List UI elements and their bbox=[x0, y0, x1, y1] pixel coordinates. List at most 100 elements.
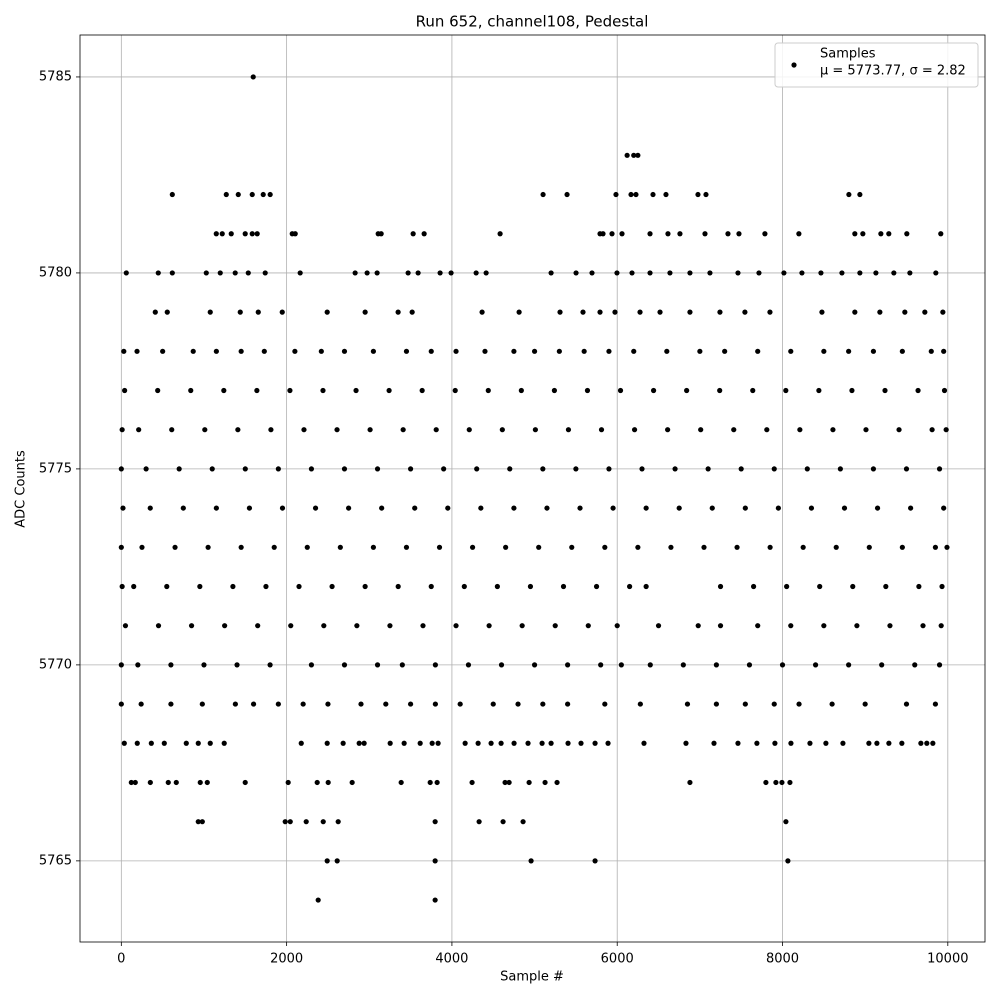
data-point bbox=[886, 231, 892, 237]
x-tick-label: 6000 bbox=[601, 952, 634, 967]
data-point bbox=[857, 270, 863, 276]
data-point bbox=[462, 740, 468, 746]
data-point bbox=[135, 662, 141, 668]
data-point bbox=[600, 231, 606, 237]
data-point bbox=[619, 231, 625, 237]
data-point bbox=[452, 387, 458, 394]
data-point bbox=[862, 701, 868, 707]
data-point bbox=[288, 623, 294, 629]
data-point bbox=[936, 662, 943, 668]
data-point bbox=[433, 427, 439, 433]
data-point bbox=[870, 466, 877, 472]
data-point bbox=[297, 270, 303, 276]
data-point bbox=[403, 348, 410, 354]
data-point bbox=[613, 191, 619, 198]
data-point bbox=[378, 231, 384, 237]
data-point bbox=[261, 348, 267, 354]
data-point bbox=[915, 387, 921, 394]
data-point bbox=[490, 701, 496, 707]
data-point bbox=[118, 701, 124, 707]
data-point bbox=[466, 427, 472, 433]
data-point bbox=[695, 623, 701, 629]
data-point bbox=[592, 740, 598, 746]
data-point bbox=[606, 348, 612, 354]
data-point bbox=[457, 701, 463, 707]
data-point bbox=[419, 387, 425, 394]
data-point bbox=[713, 701, 719, 707]
data-point bbox=[767, 544, 773, 550]
data-point bbox=[520, 819, 526, 825]
data-point bbox=[589, 270, 595, 276]
data-point bbox=[525, 740, 531, 746]
data-point bbox=[379, 505, 385, 511]
data-point bbox=[565, 427, 572, 433]
data-point bbox=[453, 348, 459, 354]
data-point bbox=[722, 348, 728, 354]
data-point bbox=[637, 309, 643, 315]
x-tick-label: 8000 bbox=[766, 952, 799, 967]
data-point bbox=[325, 779, 331, 786]
data-point bbox=[441, 466, 447, 472]
data-point bbox=[936, 466, 943, 472]
data-point bbox=[818, 270, 824, 276]
data-point bbox=[448, 270, 454, 276]
data-point bbox=[122, 387, 128, 394]
data-point bbox=[750, 387, 756, 394]
data-point bbox=[268, 427, 274, 433]
data-point bbox=[219, 231, 225, 237]
data-point bbox=[172, 544, 178, 550]
data-point bbox=[202, 427, 208, 433]
data-point bbox=[213, 231, 219, 237]
data-point bbox=[772, 740, 778, 746]
data-point bbox=[410, 231, 416, 237]
data-point bbox=[421, 231, 427, 237]
data-point bbox=[499, 427, 505, 433]
data-point bbox=[705, 466, 711, 472]
data-point bbox=[304, 544, 310, 550]
data-point bbox=[199, 819, 205, 825]
data-point bbox=[474, 466, 480, 472]
data-point bbox=[303, 819, 309, 825]
data-point bbox=[526, 779, 532, 786]
data-point bbox=[874, 505, 881, 511]
data-point bbox=[618, 662, 624, 668]
data-point bbox=[199, 701, 205, 707]
data-point bbox=[532, 427, 538, 433]
data-point bbox=[548, 270, 554, 276]
data-point bbox=[169, 191, 175, 198]
data-point bbox=[702, 231, 708, 237]
data-point bbox=[804, 466, 810, 472]
data-point bbox=[232, 270, 238, 276]
data-point bbox=[938, 623, 944, 629]
data-point bbox=[839, 270, 845, 276]
data-point bbox=[173, 779, 179, 786]
data-point bbox=[556, 348, 562, 354]
data-point bbox=[639, 466, 645, 472]
data-point bbox=[246, 505, 253, 511]
data-point bbox=[434, 779, 440, 786]
data-point bbox=[655, 623, 662, 629]
data-point bbox=[916, 583, 922, 590]
data-point bbox=[933, 270, 939, 276]
data-point bbox=[866, 544, 872, 550]
data-point bbox=[476, 819, 482, 825]
data-point bbox=[195, 740, 201, 746]
data-point bbox=[301, 427, 307, 433]
data-point bbox=[788, 740, 794, 746]
data-point bbox=[168, 701, 174, 707]
data-point bbox=[667, 270, 673, 276]
data-point bbox=[565, 701, 571, 707]
data-point bbox=[519, 623, 525, 629]
data-point bbox=[409, 309, 415, 315]
data-point bbox=[932, 544, 939, 550]
data-point bbox=[687, 779, 693, 786]
data-point bbox=[314, 779, 320, 786]
data-point bbox=[324, 740, 330, 746]
data-point bbox=[903, 701, 910, 707]
x-tick-label: 10000 bbox=[927, 952, 968, 967]
data-point bbox=[904, 231, 910, 237]
data-point bbox=[469, 544, 476, 550]
data-point bbox=[840, 740, 846, 746]
data-point bbox=[255, 623, 261, 629]
data-point bbox=[633, 191, 639, 198]
